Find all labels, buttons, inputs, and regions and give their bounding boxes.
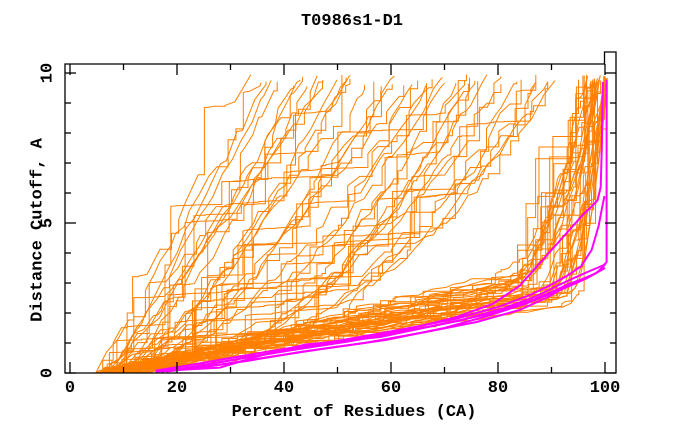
orange-model-curve bbox=[103, 81, 479, 373]
orange-model-curve bbox=[104, 85, 536, 373]
x-tick-label-20: 20 bbox=[166, 379, 188, 398]
x-axis-label: Percent of Residues (CA) bbox=[231, 403, 477, 422]
orange-model-curve bbox=[95, 74, 252, 373]
orange-model-curve bbox=[104, 80, 272, 373]
orange-model-curve bbox=[109, 81, 598, 373]
orange-model-curve bbox=[99, 75, 395, 373]
orange-model-curve bbox=[114, 79, 338, 373]
orange-model-curve bbox=[105, 80, 587, 373]
highlighted-model-curves bbox=[155, 79, 608, 373]
orange-model-curve bbox=[110, 77, 303, 373]
orange-model-curve bbox=[96, 80, 608, 373]
x-tick-label-100: 100 bbox=[589, 379, 621, 398]
orange-model-curve bbox=[98, 79, 324, 373]
orange-model-curve bbox=[116, 84, 606, 373]
y-tick-label-0: 0 bbox=[38, 367, 58, 379]
orange-model-curve bbox=[117, 75, 351, 373]
orange-model-curve bbox=[98, 81, 537, 373]
orange-model-curve bbox=[111, 86, 308, 373]
orange-model-curve bbox=[95, 79, 579, 373]
orange-model-curve bbox=[102, 81, 278, 373]
y-tick-label-5: 5 bbox=[38, 217, 58, 229]
orange-model-curve bbox=[107, 79, 433, 373]
orange-model-curve bbox=[97, 86, 608, 373]
x-tick-label-0: 0 bbox=[64, 379, 76, 398]
y-tick-label-10: 10 bbox=[38, 62, 58, 84]
server-model-curves bbox=[95, 74, 608, 373]
orange-model-curve bbox=[103, 80, 556, 373]
orange-model-curve bbox=[111, 85, 405, 373]
x-tick-label-40: 40 bbox=[273, 379, 295, 398]
x-tick-label-80: 80 bbox=[487, 379, 509, 398]
x-tick-label-60: 60 bbox=[380, 379, 402, 398]
magenta-model-3 bbox=[155, 195, 606, 372]
orange-model-curve bbox=[103, 86, 382, 373]
orange-model-curve bbox=[108, 74, 488, 373]
magenta-model-6 bbox=[166, 262, 607, 373]
orange-model-curve bbox=[98, 77, 608, 373]
chart-title: T0986s1-D1 bbox=[300, 12, 404, 31]
axis-ticks bbox=[65, 64, 616, 374]
orange-model-curve bbox=[97, 82, 608, 373]
orange-model-curve bbox=[105, 75, 343, 373]
